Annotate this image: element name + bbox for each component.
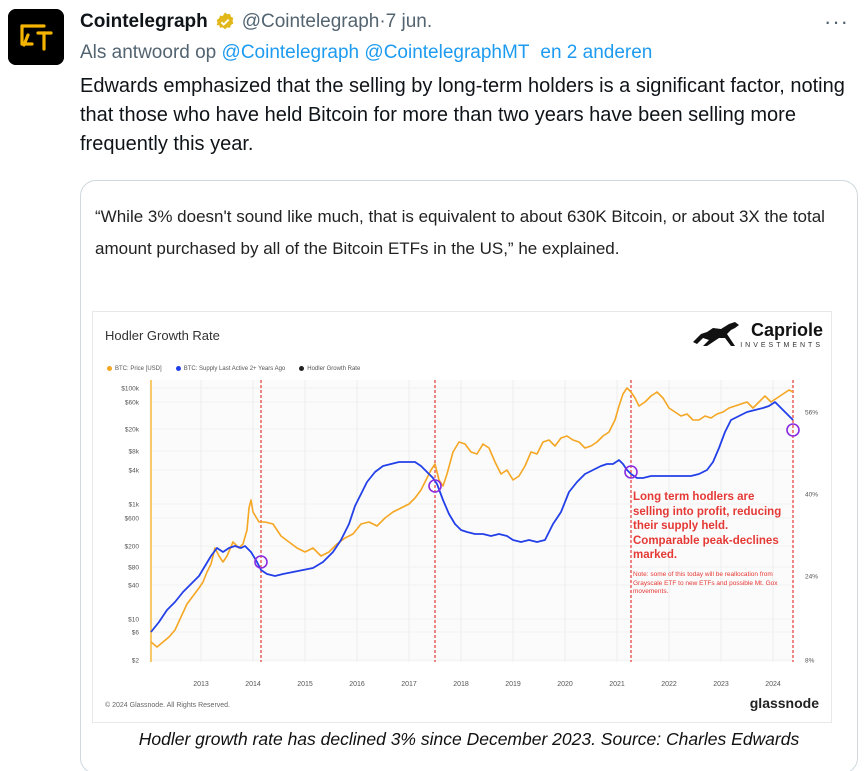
hodler-chart: 2013 2014 2015 2016 2017 2018 2019 2020 2021 2022… <box>92 311 832 723</box>
media-card[interactable]: “While 3% doesn't sound like much, that … <box>80 180 858 771</box>
x-tick-label: 2019 <box>505 681 521 688</box>
glassnode-logo: glassnode <box>749 695 819 711</box>
capriole-sub: INVESTMENTS <box>740 342 823 349</box>
timestamp[interactable]: 7 jun. <box>385 11 433 32</box>
x-tick-label: 2022 <box>661 681 677 688</box>
y-left-tick-label: $1k <box>129 502 140 509</box>
chart-legend: BTC: Price [USD] BTC: Supply Last Active… <box>107 366 360 372</box>
reply-mention-others[interactable]: en 2 anderen <box>540 42 653 63</box>
replying-to: Als antwoord op @Cointelegraph @Cointele… <box>80 42 652 64</box>
y-right-tick-label: 56% <box>805 410 818 417</box>
supply-series-line <box>150 401 794 633</box>
legend-supply: BTC: Supply Last Active 2+ Years Ago <box>175 366 285 372</box>
y-left-tick-label: $100k <box>121 386 139 393</box>
x-tick-label: 2014 <box>245 681 261 688</box>
x-tick-label: 2024 <box>765 681 781 688</box>
peak-circle-2021 <box>624 465 638 479</box>
tweet-header: Cointelegraph @Cointelegraph · 7 jun. <box>80 8 851 36</box>
x-tick-label: 2017 <box>401 681 417 688</box>
x-tick-label: 2020 <box>557 681 573 688</box>
meta-separator: · <box>379 11 386 32</box>
reply-mention-cointelegraph[interactable]: @Cointelegraph <box>221 42 360 63</box>
horse-logo-icon <box>693 322 739 346</box>
legend-price: BTC: Price [USD] <box>107 366 162 372</box>
y-left-tick-label: $60k <box>125 400 140 407</box>
y-left-tick-label: $8k <box>129 449 140 456</box>
y-left-tick-label: $20k <box>125 427 140 434</box>
price-series-line <box>150 387 794 648</box>
y-left-tick-label: $200 <box>125 544 140 551</box>
x-tick-label: 2013 <box>193 681 209 688</box>
peak-circle-2024 <box>786 423 800 437</box>
cointelegraph-avatar[interactable] <box>8 9 64 65</box>
chart-annotation: Long term hodlers are selling into profi… <box>633 491 782 561</box>
y-left-tick-label: $80 <box>128 565 139 572</box>
peak-circle-2017 <box>428 479 442 493</box>
chart-note: Note: some of this today will be realloc… <box>633 571 778 595</box>
y-left-tick-label: $600 <box>125 516 140 523</box>
quote-text: “While 3% doesn't sound like much, that … <box>95 207 825 258</box>
more-options-icon[interactable]: ··· <box>824 9 849 34</box>
handle[interactable]: @Cointelegraph <box>241 11 380 32</box>
y-right-tick-label: 24% <box>805 574 818 581</box>
display-name[interactable]: Cointelegraph <box>80 11 208 32</box>
y-left-tick-label: $2 <box>132 658 140 665</box>
image-caption: Hodler growth rate has declined 3% since… <box>138 729 800 749</box>
replying-prefix: Als antwoord op <box>80 42 222 63</box>
y-left-tick-label: $6 <box>132 630 140 637</box>
verified-badge-icon[interactable] <box>214 11 236 33</box>
x-tick-label: 2015 <box>297 681 313 688</box>
x-tick-label: 2021 <box>609 681 625 688</box>
chart-title: Hodler Growth Rate <box>105 328 220 343</box>
y-left-tick-label: $40 <box>128 583 139 590</box>
x-tick-label: 2018 <box>453 681 469 688</box>
x-tick-label: 2023 <box>713 681 729 688</box>
y-left-tick-label: $10 <box>128 617 139 624</box>
plot-area <box>149 380 793 662</box>
y-right-tick-label: 40% <box>805 492 818 499</box>
x-tick-label: 2016 <box>349 681 365 688</box>
y-right-tick-label: 8% <box>805 658 815 665</box>
capriole-brand: Capriole <box>750 320 823 340</box>
reply-mention-cointelegraphmt[interactable]: @CointelegraphMT <box>364 42 530 63</box>
legend-growth: Hodler Growth Rate <box>299 366 360 372</box>
y-left-tick-label: $4k <box>129 468 140 475</box>
cointelegraph-logo-icon <box>8 9 64 65</box>
chart-plot: 2013 2014 2015 2016 2017 2018 2019 2020 2021 2022… <box>121 380 818 688</box>
peak-circle-2014 <box>254 555 268 569</box>
chart-copyright: © 2024 Glassnode. All Rights Reserved. <box>105 702 231 709</box>
tweet-text: Edwards emphasized that the selling by l… <box>80 75 845 155</box>
